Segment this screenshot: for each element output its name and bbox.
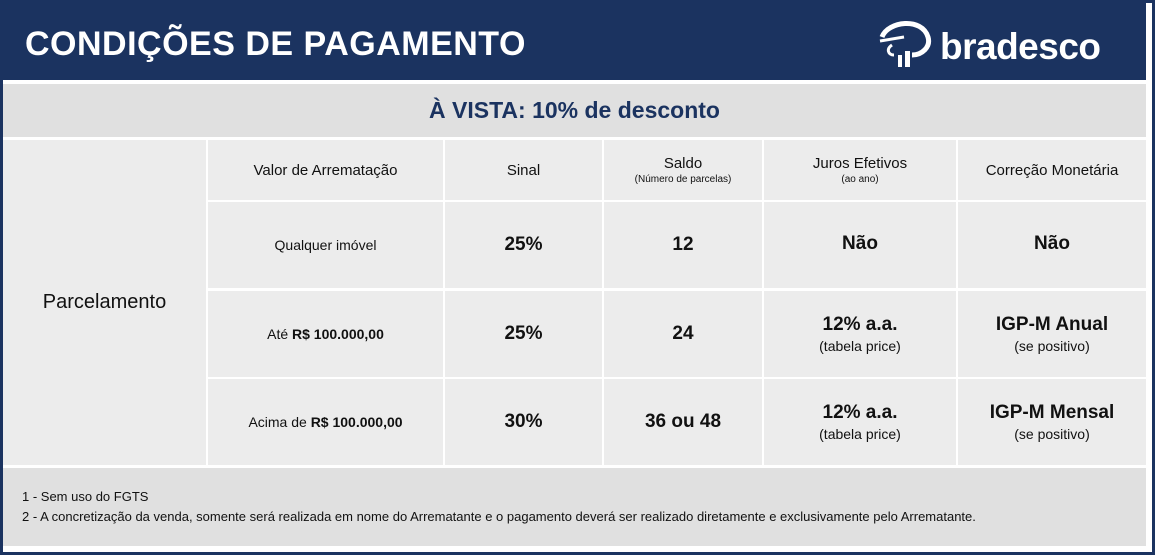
juros-value: 12% a.a. (822, 402, 898, 423)
column-header: Correção Monetária (958, 140, 1146, 200)
saldo-value: 12 (672, 234, 694, 255)
column-header-label: Juros Efetivos (812, 155, 908, 172)
column-header: Saldo (Número de parcelas) (604, 140, 762, 200)
table-cell: Acima de R$ 100.000,00 (208, 379, 443, 465)
table-cell: 36 ou 48 (604, 379, 762, 465)
page-title: CONDIÇÕES DE PAGAMENTO (25, 25, 526, 63)
row-label: Parcelamento (3, 140, 206, 465)
table-cell: Até R$ 100.000,00 (208, 291, 443, 377)
valor-prefix: Até (267, 326, 293, 342)
footnote: 2 - A concretização da venda, somente se… (22, 509, 976, 524)
juros-value: Não (842, 233, 878, 254)
valor-text: Até R$ 100.000,00 (267, 326, 384, 342)
table-cell: 12 (604, 202, 762, 288)
table-cell: 25% (445, 291, 602, 377)
juros-value: 12% a.a. (822, 314, 898, 335)
valor-amount: R$ 100.000,00 (292, 326, 384, 342)
footnotes: 1 - Sem uso do FGTS 2 - A concretização … (3, 468, 1146, 546)
sinal-value: 25% (504, 323, 543, 344)
sinal-value: 25% (504, 234, 543, 255)
saldo-value: 36 ou 48 (644, 411, 722, 432)
column-header-label: Sinal (506, 161, 541, 179)
column-header: Sinal (445, 140, 602, 200)
column-header-label: Correção Monetária (985, 161, 1119, 179)
column-header-sub: (Número de parcelas) (634, 174, 732, 185)
footnote: 1 - Sem uso do FGTS (22, 489, 149, 504)
table-cell: Não (958, 202, 1146, 288)
correcao-sub: (se positivo) (1014, 338, 1090, 354)
correcao-sub: (se positivo) (1014, 426, 1090, 442)
column-header-label: Saldo (663, 155, 703, 172)
table-cell: Não (764, 202, 956, 288)
column-header-label: Valor de Arrematação (253, 161, 398, 179)
column-header-sub: (ao ano) (841, 174, 879, 185)
bradesco-tree-icon (879, 21, 932, 67)
juros-sub: (tabela price) (819, 426, 901, 442)
table-cell: IGP-M Mensal (se positivo) (958, 379, 1146, 465)
saldo-value: 24 (672, 323, 694, 344)
correcao-value: IGP-M Anual (995, 314, 1109, 335)
correcao-value: Não (1034, 233, 1070, 254)
table-cell: 12% a.a. (tabela price) (764, 379, 956, 465)
correcao-value: IGP-M Mensal (989, 402, 1115, 423)
table-cell: 25% (445, 202, 602, 288)
table-cell: IGP-M Anual (se positivo) (958, 291, 1146, 377)
column-header: Juros Efetivos (ao ano) (764, 140, 956, 200)
table-cell: 24 (604, 291, 762, 377)
cash-discount-banner: À VISTA: 10% de desconto (3, 84, 1146, 137)
valor-amount: R$ 100.000,00 (310, 414, 403, 430)
valor-prefix: Acima de (248, 414, 311, 430)
juros-sub: (tabela price) (819, 338, 901, 354)
table-cell: Qualquer imóvel (208, 202, 443, 288)
table-cell: 30% (445, 379, 602, 465)
row-label-text: Parcelamento (42, 291, 167, 313)
sinal-value: 30% (504, 411, 543, 432)
valor-text: Acima de R$ 100.000,00 (248, 414, 402, 430)
bradesco-logo: bradesco (878, 17, 1101, 69)
valor-text: Qualquer imóvel (275, 237, 377, 253)
header: CONDIÇÕES DE PAGAMENTO bradesco (3, 3, 1146, 80)
table-cell: 12% a.a. (tabela price) (764, 291, 956, 377)
valor-prefix: Qualquer imóvel (274, 237, 377, 253)
column-header: Valor de Arrematação (208, 140, 443, 200)
